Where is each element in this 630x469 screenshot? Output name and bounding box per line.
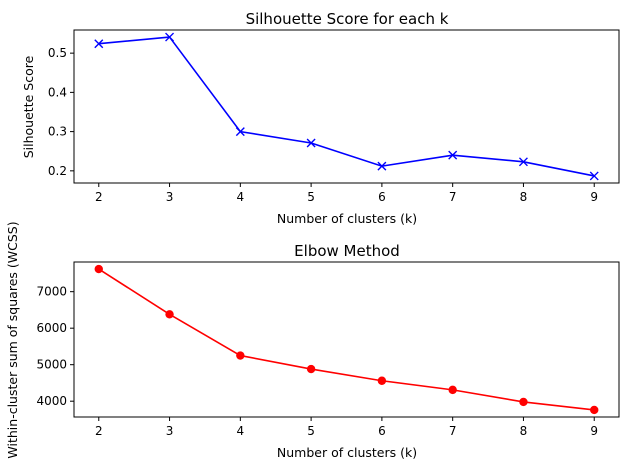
y-tick-label: 0.4 bbox=[48, 85, 67, 99]
series-layer bbox=[94, 264, 599, 415]
x-tick-label: 4 bbox=[237, 424, 245, 438]
chart-title: Elbow Method bbox=[294, 242, 400, 260]
x-tick-label: 2 bbox=[95, 424, 103, 438]
tick-layer: 2 3 4 5 6 7 8 9 0.2 0.3 0.4 0.5 bbox=[48, 46, 598, 204]
x-tick-label: 5 bbox=[307, 424, 315, 438]
data-point bbox=[589, 171, 599, 181]
x-tick-label: 5 bbox=[307, 190, 315, 204]
x-tick-label: 3 bbox=[166, 190, 174, 204]
data-point bbox=[448, 150, 458, 160]
y-axis-label: Silhouette Score bbox=[21, 55, 36, 158]
data-point bbox=[590, 405, 599, 415]
x-tick-label: 9 bbox=[590, 424, 598, 438]
data-point bbox=[165, 32, 175, 42]
data-point bbox=[518, 157, 528, 167]
y-tick-label: 4000 bbox=[36, 394, 67, 408]
series-line bbox=[98, 36, 595, 177]
x-tick-label: 8 bbox=[520, 424, 528, 438]
y-tick-label: 5000 bbox=[36, 358, 67, 372]
data-point bbox=[235, 127, 245, 137]
data-point bbox=[448, 385, 457, 395]
x-tick-label: 4 bbox=[237, 190, 245, 204]
elbow-chart: Elbow Method 2 3 4 5 6 7 8 9 4000 5000 6000 7000 Nu… bbox=[5, 221, 620, 460]
x-tick-label: 8 bbox=[520, 190, 528, 204]
chart-title: Silhouette Score for each k bbox=[246, 10, 449, 28]
x-tick-label: 9 bbox=[590, 190, 598, 204]
plot-area bbox=[73, 29, 620, 184]
data-point bbox=[236, 351, 245, 360]
plot-area bbox=[73, 261, 620, 418]
data-point bbox=[306, 138, 316, 148]
x-tick-label: 3 bbox=[166, 424, 174, 438]
x-tick-label: 7 bbox=[449, 190, 457, 204]
x-axis-label: Number of clusters (k) bbox=[277, 211, 417, 226]
y-tick-label: 0.5 bbox=[48, 46, 67, 60]
data-point bbox=[94, 264, 103, 274]
silhouette-chart: Silhouette Score for each k 2 3 4 5 6 7 8 9 0.2 0… bbox=[21, 10, 620, 226]
data-point bbox=[377, 376, 387, 385]
x-tick-label: 6 bbox=[378, 424, 386, 438]
series-layer bbox=[94, 32, 599, 181]
x-tick-label: 2 bbox=[95, 190, 103, 204]
x-tick-label: 6 bbox=[378, 190, 386, 204]
y-axis-label: Within-cluster sum of squares (WCSS) bbox=[5, 221, 20, 458]
y-tick-label: 0.3 bbox=[48, 125, 67, 139]
tick-layer: 2 3 4 5 6 7 8 9 4000 5000 6000 7000 bbox=[36, 285, 598, 438]
data-point bbox=[377, 161, 387, 171]
x-axis-label: Number of clusters (k) bbox=[277, 445, 417, 460]
y-tick-label: 6000 bbox=[36, 321, 67, 335]
data-point bbox=[519, 397, 528, 407]
x-tick-label: 7 bbox=[449, 424, 457, 438]
data-point bbox=[165, 310, 174, 319]
data-point bbox=[94, 39, 104, 49]
data-point bbox=[306, 364, 316, 374]
series-line bbox=[98, 268, 595, 411]
y-tick-label: 7000 bbox=[36, 285, 67, 299]
y-tick-label: 0.2 bbox=[48, 164, 67, 178]
